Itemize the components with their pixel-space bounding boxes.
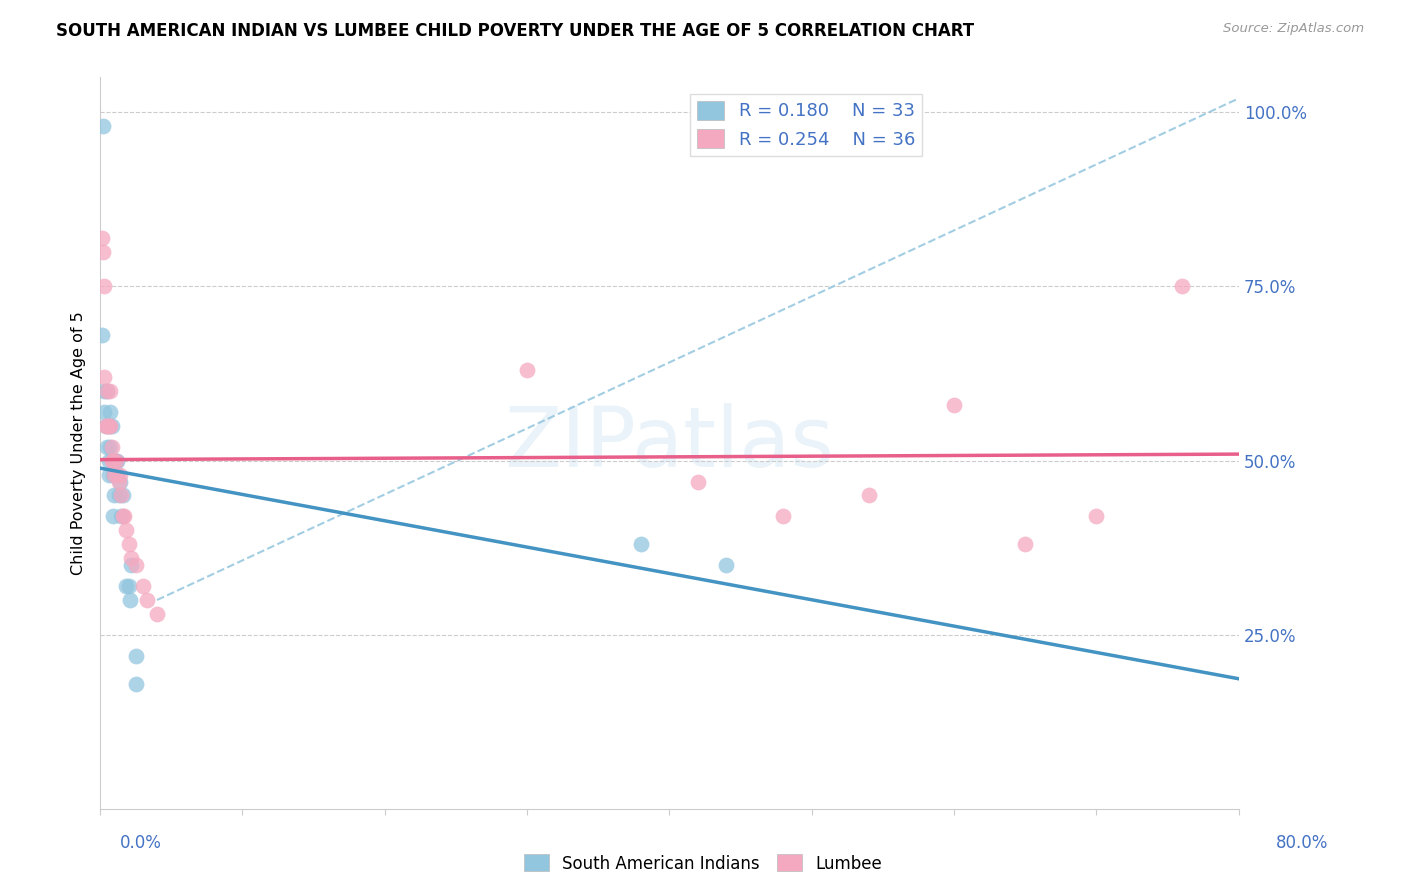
- Text: 80.0%: 80.0%: [1277, 834, 1329, 852]
- Point: [117, 579, 139, 593]
- Point: [101, 509, 124, 524]
- Y-axis label: Child Poverty Under the Age of 5: Child Poverty Under the Age of 5: [72, 311, 86, 575]
- Point: [111, 488, 134, 502]
- Point: [104, 453, 127, 467]
- Point: [120, 551, 142, 566]
- Point: [114, 579, 136, 593]
- Point: [105, 467, 128, 482]
- Text: ZIPatlas: ZIPatlas: [505, 402, 834, 483]
- Point: [101, 453, 124, 467]
- Point: [111, 509, 134, 524]
- Point: [772, 509, 794, 524]
- Point: [93, 405, 115, 419]
- Point: [105, 453, 128, 467]
- Point: [91, 119, 114, 133]
- Legend: South American Indians, Lumbee: South American Indians, Lumbee: [517, 847, 889, 880]
- Point: [146, 607, 169, 621]
- Point: [132, 579, 155, 593]
- Point: [686, 475, 709, 489]
- Text: 0.0%: 0.0%: [120, 834, 162, 852]
- Point: [120, 558, 142, 573]
- Point: [98, 440, 121, 454]
- Point: [90, 328, 112, 343]
- Point: [93, 370, 115, 384]
- Point: [96, 440, 118, 454]
- Point: [100, 440, 122, 454]
- Point: [94, 418, 117, 433]
- Point: [1014, 537, 1036, 551]
- Point: [516, 363, 538, 377]
- Point: [117, 537, 139, 551]
- Point: [104, 453, 127, 467]
- Point: [108, 475, 131, 489]
- Point: [91, 244, 114, 259]
- Point: [90, 230, 112, 244]
- Point: [107, 488, 129, 502]
- Point: [100, 418, 122, 433]
- Legend: R = 0.180    N = 33, R = 0.254    N = 36: R = 0.180 N = 33, R = 0.254 N = 36: [690, 94, 922, 156]
- Point: [97, 467, 120, 482]
- Point: [108, 467, 131, 482]
- Point: [105, 467, 128, 482]
- Point: [716, 558, 738, 573]
- Point: [110, 488, 132, 502]
- Point: [103, 453, 125, 467]
- Point: [125, 676, 148, 690]
- Point: [1085, 509, 1108, 524]
- Point: [943, 398, 966, 412]
- Point: [96, 384, 118, 398]
- Point: [93, 384, 115, 398]
- Point: [98, 405, 121, 419]
- Point: [97, 418, 120, 433]
- Text: Source: ZipAtlas.com: Source: ZipAtlas.com: [1223, 22, 1364, 36]
- Point: [96, 384, 118, 398]
- Text: SOUTH AMERICAN INDIAN VS LUMBEE CHILD POVERTY UNDER THE AGE OF 5 CORRELATION CHA: SOUTH AMERICAN INDIAN VS LUMBEE CHILD PO…: [56, 22, 974, 40]
- Point: [114, 524, 136, 538]
- Point: [858, 488, 880, 502]
- Point: [100, 453, 122, 467]
- Point: [103, 488, 125, 502]
- Point: [98, 418, 121, 433]
- Point: [110, 509, 132, 524]
- Point: [107, 475, 129, 489]
- Point: [98, 384, 121, 398]
- Point: [97, 418, 120, 433]
- Point: [1171, 279, 1194, 293]
- Point: [101, 467, 124, 482]
- Point: [94, 418, 117, 433]
- Point: [125, 558, 148, 573]
- Point: [96, 418, 118, 433]
- Point: [136, 593, 159, 607]
- Point: [97, 453, 120, 467]
- Point: [100, 453, 122, 467]
- Point: [93, 279, 115, 293]
- Point: [118, 593, 141, 607]
- Point: [103, 467, 125, 482]
- Point: [630, 537, 652, 551]
- Point: [112, 509, 135, 524]
- Point: [125, 648, 148, 663]
